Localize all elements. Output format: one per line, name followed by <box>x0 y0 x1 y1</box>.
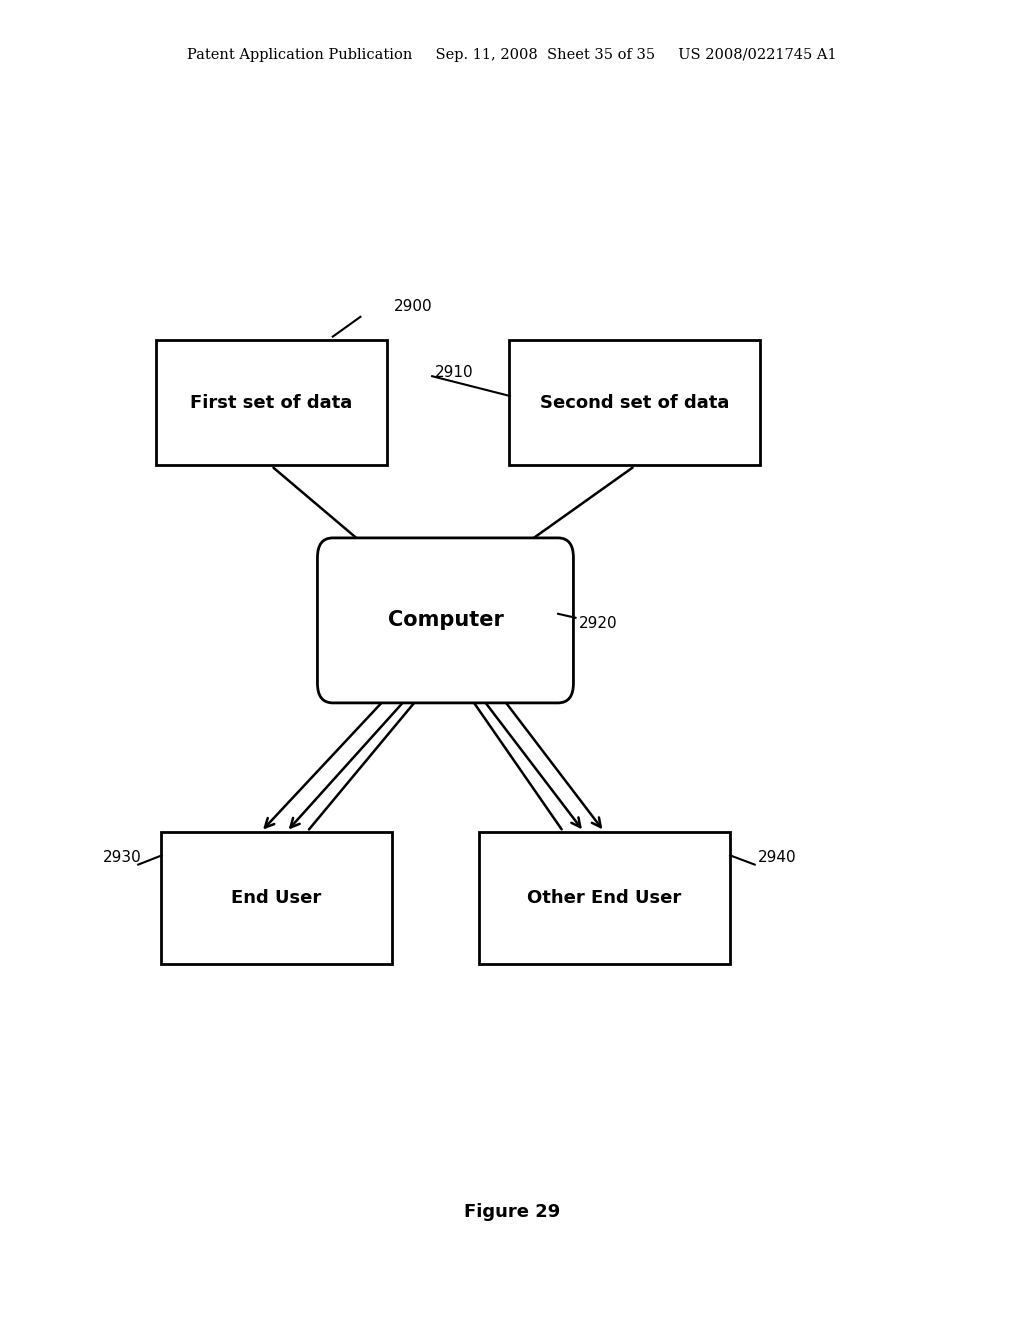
Text: 2940: 2940 <box>758 850 797 866</box>
Text: 2930: 2930 <box>102 850 141 866</box>
Text: Computer: Computer <box>387 610 504 631</box>
Text: End User: End User <box>231 888 322 907</box>
Text: 2900: 2900 <box>394 298 433 314</box>
Text: Figure 29: Figure 29 <box>464 1203 560 1221</box>
Text: Patent Application Publication     Sep. 11, 2008  Sheet 35 of 35     US 2008/022: Patent Application Publication Sep. 11, … <box>187 49 837 62</box>
Text: Other End User: Other End User <box>527 888 681 907</box>
Text: First set of data: First set of data <box>190 393 352 412</box>
Bar <box>162 832 392 964</box>
FancyBboxPatch shape <box>317 539 573 702</box>
Bar <box>478 832 729 964</box>
Bar <box>157 341 387 466</box>
Text: 2910: 2910 <box>435 364 474 380</box>
Text: 2920: 2920 <box>579 615 617 631</box>
Text: Second set of data: Second set of data <box>541 393 729 412</box>
Bar <box>510 341 760 466</box>
